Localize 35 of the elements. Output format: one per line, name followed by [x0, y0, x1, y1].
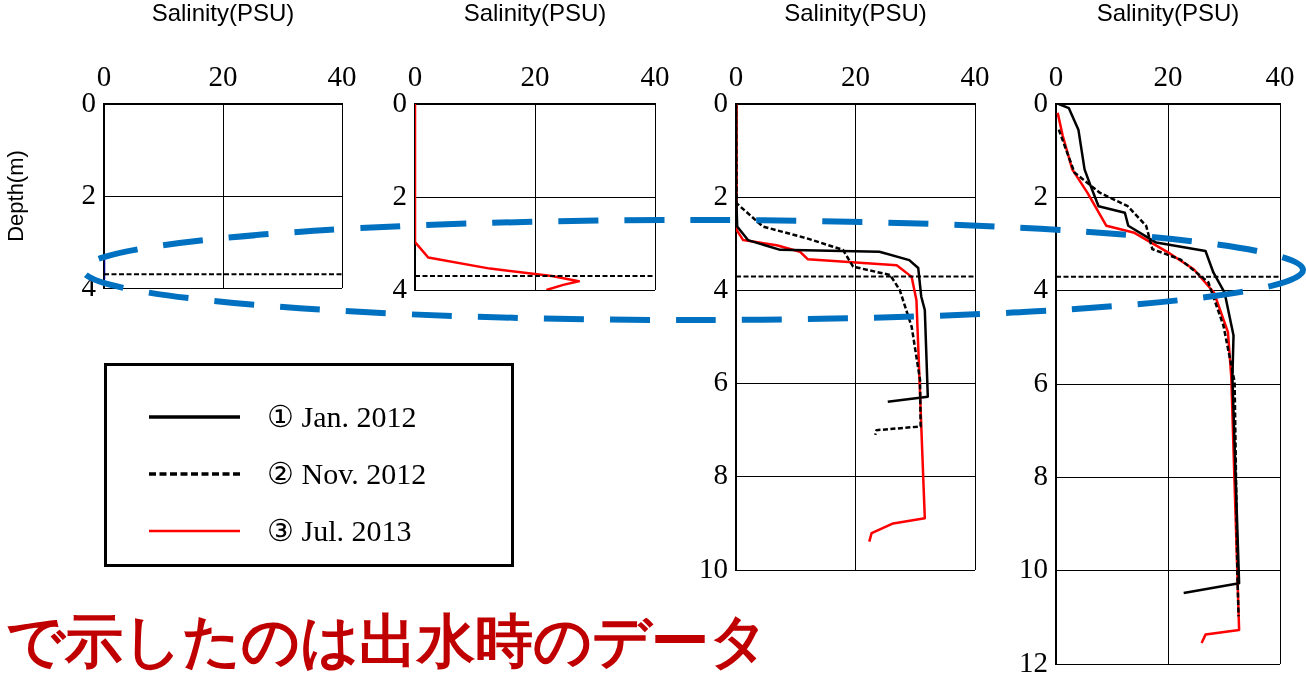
y-tick-label: 4 — [1033, 272, 1049, 305]
y-tick-label: 6 — [1033, 365, 1048, 398]
x-axis-title: Salinity(PSU) — [463, 0, 607, 27]
x-tick-label: 40 — [1265, 60, 1295, 93]
y-tick-label: 10 — [1019, 552, 1048, 585]
y-tick-label: 2 — [713, 178, 728, 211]
x-tick-label: 20 — [520, 60, 550, 93]
y-tick-label: 2 — [81, 177, 96, 210]
legend-label: ③ Jul. 2013 — [267, 513, 412, 548]
x-tick-label: 40 — [640, 60, 670, 93]
x-axis-title: Salinity(PSU) — [784, 0, 927, 27]
y-tick-label: 10 — [699, 551, 728, 584]
y-tick-label: 6 — [713, 365, 728, 398]
y-tick-label: 4 — [392, 271, 408, 304]
x-tick-label: 20 — [1153, 60, 1183, 93]
legend-label: ② Nov. 2012 — [267, 456, 427, 491]
legend-label: ① Jan. 2012 — [267, 399, 417, 434]
y-tick-label: 0 — [392, 85, 407, 118]
y-tick-label: 0 — [713, 85, 728, 118]
x-tick-label: 20 — [208, 60, 238, 93]
y-tick-label: 2 — [392, 178, 407, 211]
y-tick-label: 4 — [713, 272, 729, 305]
x-axis-title: Salinity(PSU) — [151, 0, 295, 27]
x-tick-label: 20 — [841, 60, 870, 93]
text: で示したのは出水時のデータ — [6, 606, 768, 676]
y-tick-label: 0 — [81, 85, 96, 118]
x-tick-label: 40 — [960, 60, 990, 93]
y-tick-label: 0 — [1033, 85, 1048, 118]
x-tick-label: 40 — [327, 60, 357, 93]
y-tick-label: 8 — [713, 458, 728, 491]
y-axis-title: Depth(m) — [3, 150, 29, 242]
y-tick-label: 2 — [1033, 178, 1048, 211]
x-axis-title: Salinity(PSU) — [1096, 0, 1240, 27]
y-tick-label: 8 — [1033, 458, 1048, 491]
y-tick-label: 12 — [1019, 645, 1048, 678]
